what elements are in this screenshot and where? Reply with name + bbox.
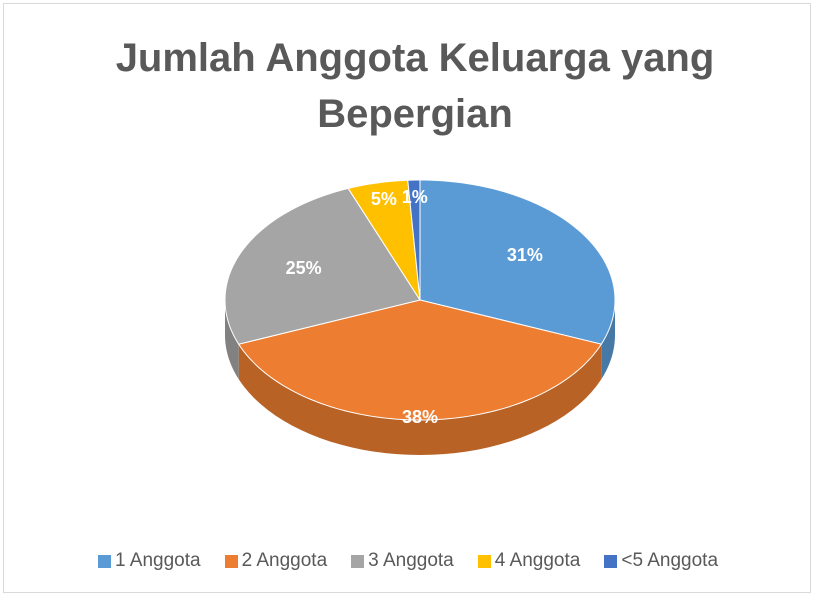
legend-label: 3 Anggota bbox=[368, 550, 454, 571]
data-label: 1% bbox=[402, 187, 428, 207]
slice bbox=[407, 179, 421, 301]
chart-frame bbox=[3, 3, 811, 593]
data-label: 38% bbox=[402, 407, 438, 427]
slice bbox=[237, 299, 603, 421]
slice bbox=[347, 179, 421, 301]
legend-label: 1 Anggota bbox=[114, 550, 201, 571]
legend-item: 2 Anggota bbox=[224, 550, 328, 572]
slice-side bbox=[238, 344, 602, 455]
slice bbox=[224, 187, 421, 345]
legend-label: 4 Anggota bbox=[494, 550, 581, 571]
data-label: 5% bbox=[371, 189, 397, 209]
legend-swatch bbox=[477, 554, 491, 568]
slice bbox=[419, 179, 616, 345]
legend-swatch bbox=[224, 554, 238, 568]
legend-label: 2 Anggota bbox=[241, 550, 328, 571]
legend-swatch bbox=[351, 554, 365, 568]
legend-item: 1 Anggota bbox=[97, 550, 201, 572]
legend-item: 3 Anggota bbox=[351, 550, 454, 572]
legend-item: <5 Anggota bbox=[604, 550, 718, 572]
slice-side bbox=[601, 300, 615, 380]
legend-swatch bbox=[604, 554, 618, 568]
legend-swatch bbox=[97, 554, 111, 568]
data-label: 25% bbox=[286, 258, 322, 278]
chart-title: Jumlah Anggota Keluarga yang Bepergian bbox=[115, 36, 715, 136]
legend: 1 Anggota 2 Anggota 3 Anggota 4 Anggota <5 A… bbox=[0, 550, 816, 572]
legend-item: 4 Anggota bbox=[477, 550, 581, 572]
slice-side bbox=[225, 300, 239, 380]
legend-label: <5 Anggota bbox=[621, 550, 719, 571]
data-label: 31% bbox=[507, 245, 543, 265]
